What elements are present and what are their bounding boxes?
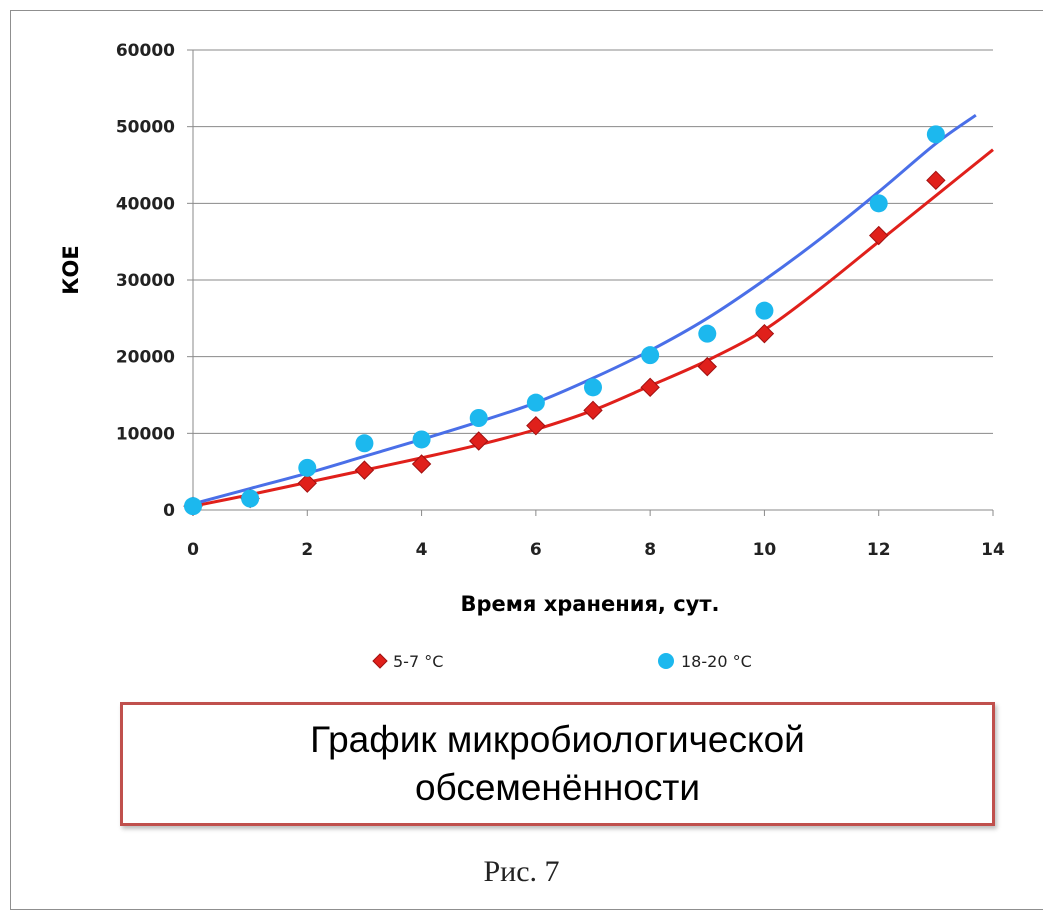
trendlines: [192, 113, 994, 508]
series-18-20-point: [584, 378, 602, 397]
x-tick-label: 2: [301, 540, 313, 560]
series-18-20-point: [241, 489, 260, 508]
x-tick-label: 0: [187, 540, 199, 560]
x-tick-label: 4: [416, 540, 428, 560]
series-5-7-point: [526, 415, 546, 436]
series-5-7-point: [697, 356, 717, 377]
series-18-20-point: [926, 125, 945, 144]
legend-label: 18-20 °C: [681, 652, 752, 671]
x-tick-labels: 0 2 4 6 8 10 12 14: [187, 540, 1005, 560]
legend-item-18-20: 18-20 °C: [658, 652, 752, 671]
y-axis-title: КОЕ: [59, 245, 83, 294]
series-18-20-trendline: [192, 113, 977, 506]
x-axis-title: Время хранения, сут.: [460, 592, 719, 616]
series-18-20-point: [184, 497, 202, 516]
legend-marker-circle: [658, 653, 674, 669]
y-tick-label: 40000: [116, 194, 175, 214]
caption-text: График микробиологической обсеменённости: [310, 719, 805, 808]
y-tick-label: 10000: [116, 424, 175, 444]
y-tick-labels: 0 10000 20000 30000 40000 50000 60000: [116, 41, 175, 521]
series-5-7-point: [754, 323, 775, 344]
gridlines: [193, 49, 993, 434]
series-5-7-point: [926, 170, 946, 191]
series-5-7-point: [469, 431, 489, 451]
caption-box: График микробиологической обсеменённости: [120, 702, 995, 826]
series-5-7-trendline: [192, 148, 994, 508]
legend-item-5-7: 5-7 °C: [372, 652, 443, 671]
data-points: [183, 125, 946, 516]
x-tick-label: 10: [753, 540, 777, 560]
figure-frame: [10, 10, 1043, 910]
legend-marker-diamond: [372, 653, 388, 669]
legend-label: 5-7 °C: [393, 652, 443, 671]
y-tick-label: 50000: [116, 118, 175, 138]
y-tick-label: 60000: [116, 41, 175, 61]
x-tick-label: 14: [981, 540, 1005, 560]
x-tick-label: 12: [867, 540, 891, 560]
y-tick-label: 30000: [116, 271, 175, 291]
series-5-7-point: [869, 225, 889, 246]
series-18-20-point: [869, 194, 888, 213]
series-5-7-point: [354, 460, 375, 480]
series-18-20-point: [755, 301, 774, 320]
y-tick-label: 0: [163, 501, 175, 521]
series-18-20-point: [641, 346, 660, 365]
legend: 5-7 °C 18-20 °C: [372, 652, 752, 671]
series-18-20-point: [698, 324, 717, 343]
series-18-20-point: [412, 430, 431, 449]
x-tick-label: 8: [644, 540, 656, 560]
series-5-7-point: [640, 377, 660, 398]
series-18-20-point: [355, 434, 374, 453]
series-5-7-point: [411, 454, 432, 474]
axes: [187, 49, 994, 516]
figure-label: Рис. 7: [483, 855, 560, 888]
series-5-7-point: [297, 473, 317, 493]
chart: 0 10000 20000 30000 40000 50000 60000 0 2 4 6 8 10 1…: [59, 41, 1005, 671]
series-18-20-point: [298, 458, 317, 477]
y-tick-label: 20000: [116, 348, 175, 368]
series-5-7-point: [583, 400, 603, 421]
x-tick-label: 6: [530, 540, 542, 560]
series-18-20-point: [469, 409, 488, 427]
series-18-20-point: [526, 393, 545, 412]
